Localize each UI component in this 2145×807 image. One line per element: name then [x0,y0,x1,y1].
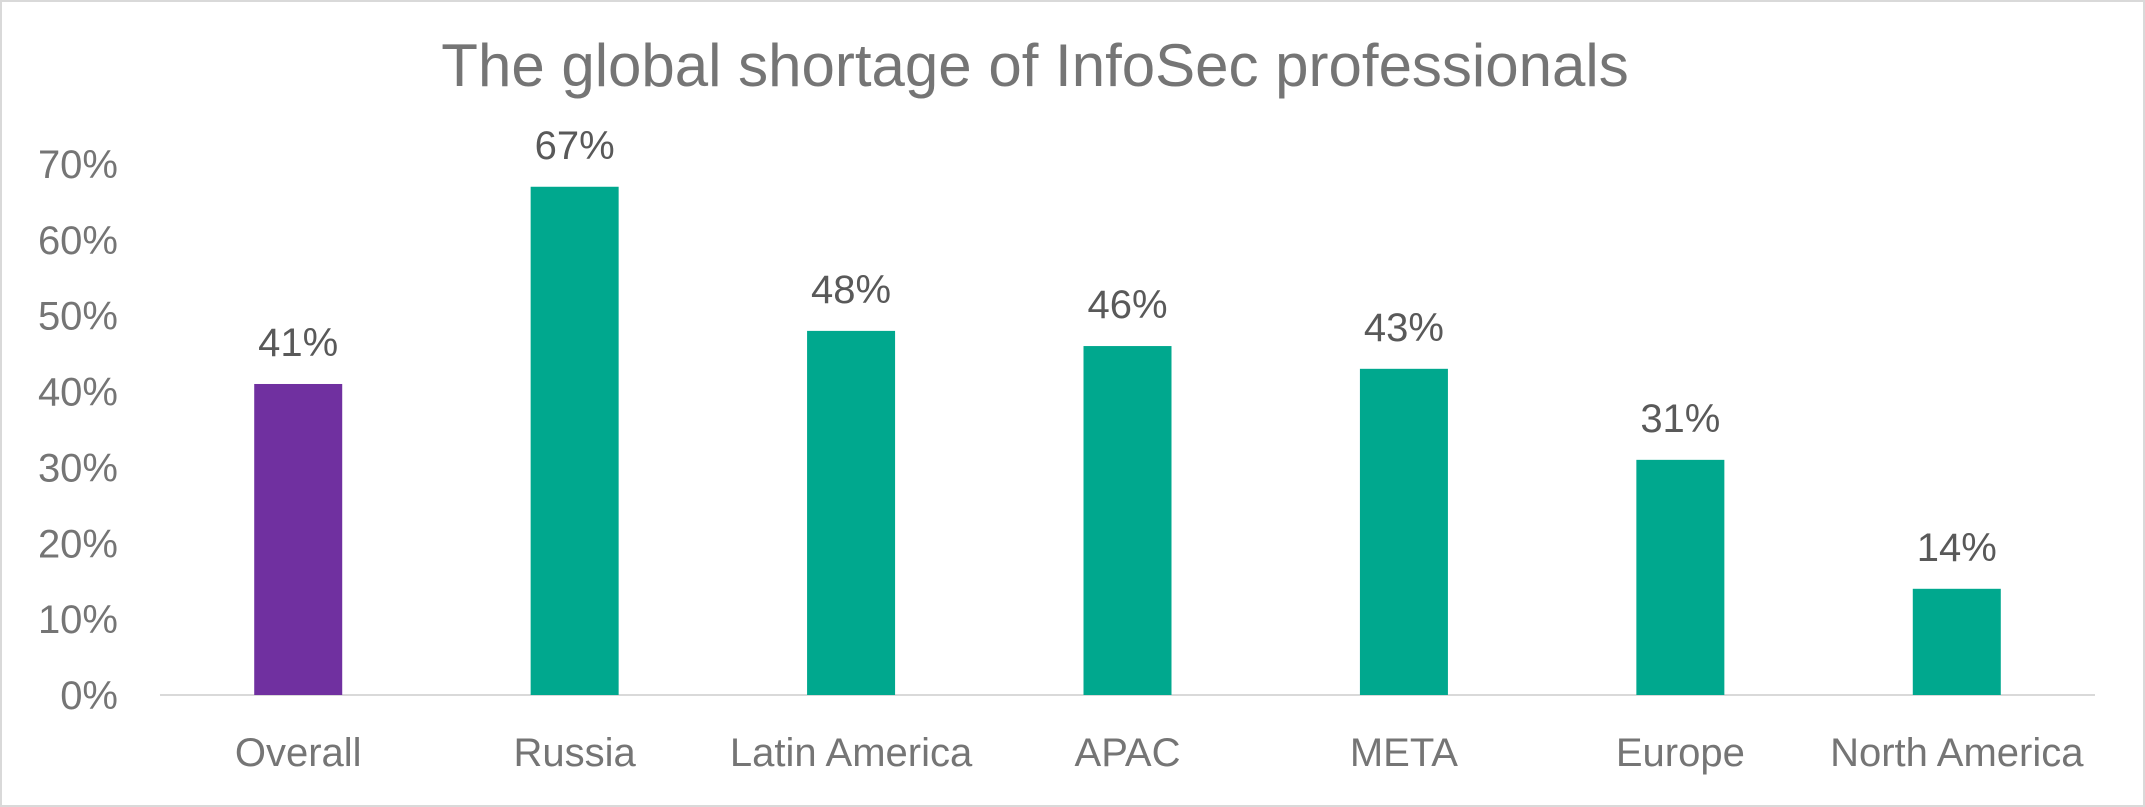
x-tick-label: Overall [235,731,362,775]
data-label: 14% [1917,526,1997,570]
y-tick-label: 60% [38,219,118,263]
y-tick-label: 30% [38,446,118,490]
x-tick-label: Latin America [730,731,973,775]
bar [1359,368,1448,695]
x-tick-label: APAC [1075,731,1181,775]
bar [1636,459,1725,695]
data-labels-group: 41% 67% 48% 46% 43% 31% 14% [258,124,1997,570]
data-label: 41% [258,321,338,365]
bar [1912,588,2001,695]
bar [1083,346,1172,695]
y-tick-label: 20% [38,522,118,566]
bar [254,383,343,695]
data-label: 48% [811,268,891,312]
bar [807,330,896,695]
y-tick-label: 70% [38,143,118,187]
y-tick-label: 10% [38,598,118,642]
bar [530,186,619,695]
x-tick-label: Europe [1616,731,1745,775]
chart-title: The global shortage of InfoSec professio… [441,32,1628,99]
y-axis-ticks: 0% 10% 20% 30% 40% 50% 60% 70% [38,143,118,718]
y-tick-label: 50% [38,295,118,339]
x-tick-label: META [1350,731,1458,775]
data-label: 46% [1087,283,1167,327]
x-tick-label: North America [1830,731,2084,775]
y-tick-label: 40% [38,371,118,415]
data-label: 43% [1364,306,1444,350]
y-tick-label: 0% [60,674,118,718]
bars-group [254,186,2001,695]
data-label: 31% [1640,397,1720,441]
x-axis-category-labels: Overall Russia Latin America APAC META Europe… [235,731,2084,775]
data-label: 67% [535,124,615,168]
x-tick-label: Russia [514,731,637,775]
